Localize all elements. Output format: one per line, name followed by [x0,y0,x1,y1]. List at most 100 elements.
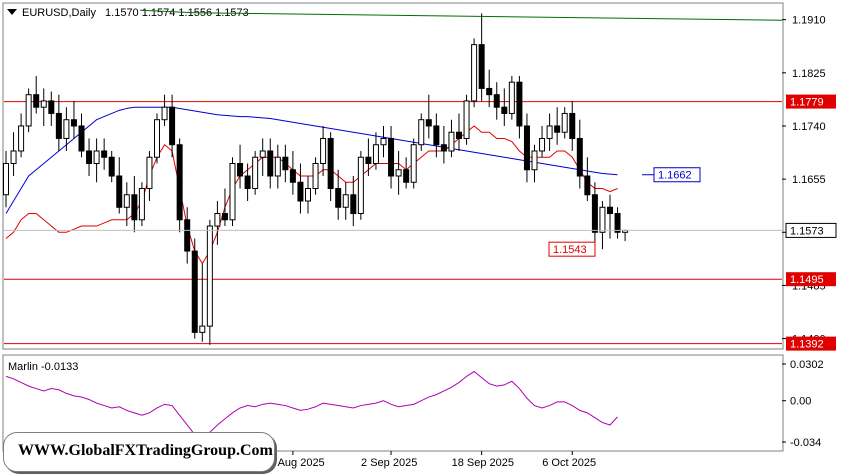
candle-body [501,106,508,114]
indicator-tick-label: -0.034 [790,437,821,449]
low-label-box [548,241,596,257]
time-tick-label: 2 Sep 2025 [361,457,417,469]
candle [342,182,349,220]
candle-body [48,100,55,114]
time-axis: 15 Aug 2025 2 Sep 2025 18 Sep 2025 6 Oct 20… [263,451,596,469]
price-tick-label: 1.1740 [792,121,826,133]
candle-body [478,44,485,89]
candle-body [546,125,553,139]
candle [539,125,546,158]
candle-body [70,119,77,127]
candle-body [365,156,372,164]
candle-body [25,94,32,127]
candle [146,150,153,202]
candle-body [463,100,470,139]
candle [93,138,100,183]
fast-ma-path [5,125,618,265]
slow-ma-path [5,106,618,214]
candlesticks [3,13,629,345]
candle-body [199,325,206,333]
candle-body [146,156,153,190]
level-label-text: 1.1495 [790,274,824,286]
candle [297,163,304,214]
price-axis: 1.19101.18251.17401.16551.15701.14851.14… [4,15,837,351]
indicator-tick-label: 0.00 [790,396,811,408]
candle-body [184,219,191,252]
candle-body [191,250,198,333]
price-tick-label: 1.1825 [792,68,826,80]
time-tick-label: 18 Sep 2025 [452,457,514,469]
collapse-triangle-icon[interactable] [7,9,17,15]
candle-body [456,131,462,139]
candle-body [531,150,538,171]
candle-body [312,162,319,190]
candle [584,157,591,202]
candle-body [395,169,402,177]
candle-body [350,194,357,215]
candle-body [131,194,138,221]
candle-body [123,194,130,208]
indicator-tick-label: 0.0302 [790,359,824,371]
candle [388,125,395,189]
candle [357,150,364,220]
candle [169,94,176,158]
candle [282,144,289,183]
candle [25,88,32,133]
candle [501,88,508,126]
candle-body [425,119,432,127]
ma-label-text: 1.1662 [658,170,692,182]
candle-body [10,150,17,164]
candle [116,157,123,214]
candle-body [138,188,145,221]
candle [463,94,470,145]
fast-ma-line [5,125,618,265]
candle-body [523,125,530,171]
candle-body [274,156,281,177]
candle-body [516,81,523,127]
level-label-text: 1.1779 [790,97,824,109]
watermark-box: WWW.GlobalFXTradingGroup.Com [3,432,275,472]
candle-body [282,156,289,171]
candle-body [169,106,176,146]
candle [372,132,379,170]
candle [554,107,561,145]
candle-body [410,144,417,183]
candle-body [599,206,606,233]
candle [267,138,274,189]
candle [214,201,221,245]
candle-body [78,125,85,152]
time-tick-label: 6 Oct 2025 [542,457,596,469]
time-tick-label: 15 Aug 2025 [263,457,325,469]
candle [448,119,455,158]
candle [78,113,85,158]
current-price-text: 1.1573 [790,225,824,237]
candle-body [18,125,25,152]
candle-body [440,144,447,152]
watermark-text: WWW.GlobalFXTradingGroup.Com [18,442,273,459]
candle [244,163,251,202]
candle [305,176,311,214]
candle-body [221,213,228,221]
candle [403,157,410,189]
candle [48,91,55,126]
candle-body [554,125,561,133]
candle-body [40,100,47,108]
candle [63,107,70,151]
candle [433,113,440,158]
candle [184,207,191,264]
candle-body [289,169,296,183]
candle-body [252,156,259,190]
candle [312,157,319,195]
candle [237,144,244,189]
candle-body [403,169,410,183]
candle [456,113,462,151]
candle [70,100,77,139]
candle-body [229,162,236,221]
symbol-timeframe: EURUSD,Daily [22,7,96,19]
candle-body [539,137,546,152]
candle-body [86,150,93,164]
candle [493,82,500,120]
candle [101,138,108,170]
candle-body [297,181,304,202]
